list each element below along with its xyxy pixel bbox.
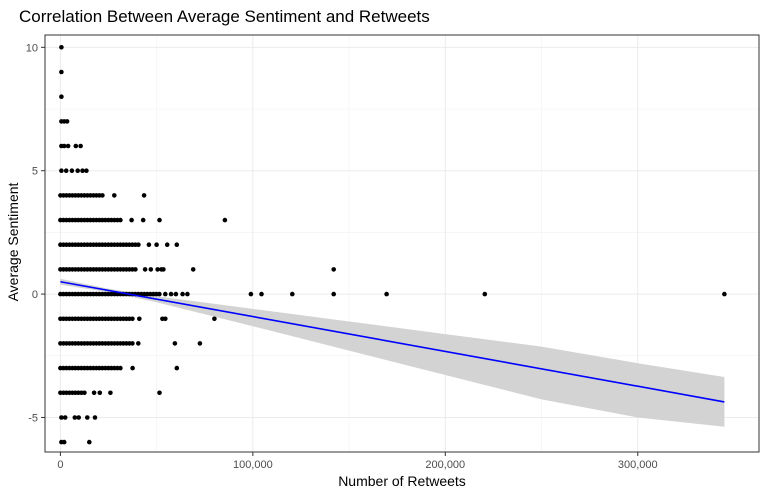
data-point	[212, 316, 217, 322]
data-point	[157, 390, 162, 396]
data-point	[59, 415, 64, 420]
y-tick-label: 10	[26, 42, 38, 54]
x-axis-ticks: 0 100,000 200,000 300,000	[57, 452, 658, 471]
data-point	[59, 69, 64, 75]
data-point	[168, 291, 174, 297]
data-point	[136, 242, 141, 247]
data-point	[164, 242, 170, 247]
data-point	[154, 242, 159, 247]
data-point	[97, 390, 103, 396]
x-axis-label: Number of Retweets	[338, 473, 466, 489]
data-point	[92, 415, 98, 420]
data-point	[142, 267, 148, 272]
data-point	[163, 316, 168, 322]
data-point	[118, 217, 123, 223]
data-point	[190, 267, 196, 272]
data-point	[69, 168, 75, 173]
data-point	[63, 168, 69, 173]
data-point	[133, 267, 138, 272]
y-tick-label: 5	[32, 166, 38, 178]
data-point	[248, 291, 254, 297]
x-tick-label: 300,000	[618, 459, 658, 471]
panel-border	[44, 34, 760, 453]
data-point	[384, 291, 389, 297]
y-tick-label: 0	[32, 289, 38, 301]
y-axis-label: Average Sentiment	[5, 182, 21, 301]
data-point	[482, 291, 488, 297]
data-point	[130, 341, 135, 346]
data-point	[64, 119, 70, 124]
data-point	[73, 143, 79, 149]
data-point	[174, 242, 180, 247]
data-point	[75, 168, 80, 173]
data-point	[163, 291, 168, 297]
data-point	[722, 291, 727, 297]
data-point	[174, 365, 180, 371]
data-point	[72, 415, 78, 420]
data-point	[87, 439, 92, 445]
data-point	[173, 291, 179, 297]
regression-line	[60, 280, 725, 403]
x-tick-label: 200,000	[425, 459, 465, 471]
data-point	[222, 217, 228, 223]
data-point	[100, 193, 105, 198]
data-point	[108, 390, 113, 396]
data-point	[118, 365, 123, 371]
data-point	[141, 193, 147, 198]
data-point	[85, 415, 90, 420]
data-point	[172, 341, 178, 346]
confidence-band-layer	[60, 278, 725, 427]
y-tick-label: -5	[28, 412, 38, 424]
data-point	[59, 168, 64, 173]
data-point	[130, 365, 135, 371]
x-tick-label: 100,000	[233, 459, 273, 471]
data-point	[155, 267, 160, 272]
data-point	[137, 316, 142, 322]
data-point	[197, 341, 203, 346]
data-point	[76, 415, 81, 420]
data-point	[61, 439, 67, 445]
data-point	[140, 217, 146, 223]
data-point	[130, 316, 135, 322]
data-point	[157, 217, 162, 223]
data-point	[59, 45, 64, 50]
data-point	[78, 143, 83, 149]
data-point	[129, 217, 134, 223]
chart-title: Correlation Between Average Sentiment an…	[19, 7, 430, 26]
data-point	[148, 267, 154, 272]
data-point	[331, 267, 337, 272]
data-point	[82, 390, 87, 396]
data-point	[180, 291, 185, 297]
y-axis-ticks: -5 0 5 10	[26, 42, 45, 424]
points-layer	[58, 45, 727, 445]
data-point	[84, 168, 89, 173]
data-point	[59, 94, 64, 99]
data-point	[65, 143, 71, 149]
data-point	[259, 291, 264, 297]
x-tick-label: 0	[57, 459, 63, 471]
data-point	[161, 267, 166, 272]
data-point	[61, 143, 67, 149]
data-point	[185, 291, 190, 297]
data-point	[146, 242, 152, 247]
data-point	[136, 341, 141, 346]
fit-line-layer	[60, 280, 725, 403]
data-point	[91, 390, 97, 396]
data-point	[62, 415, 68, 420]
data-point	[80, 168, 85, 173]
confidence-band	[60, 278, 725, 427]
data-point	[112, 193, 117, 198]
data-point	[331, 291, 337, 297]
data-point	[290, 291, 295, 297]
data-point	[157, 291, 162, 297]
